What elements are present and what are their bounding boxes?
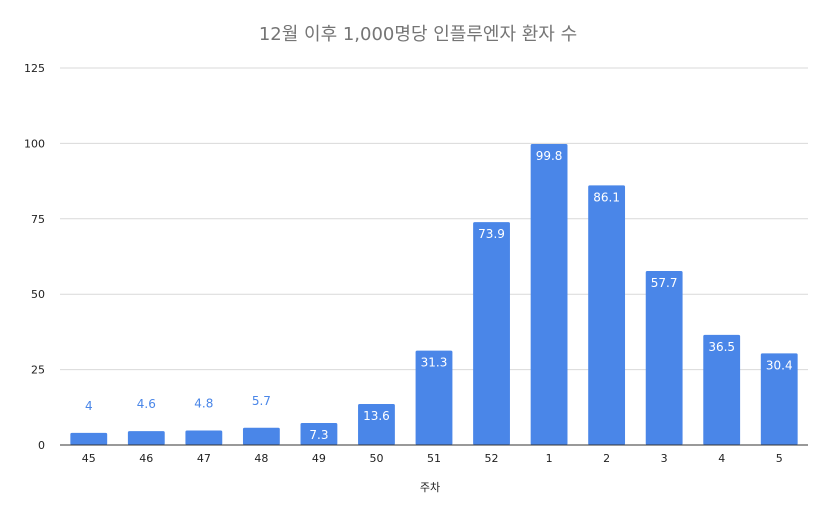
- x-tick-label: 4: [718, 452, 725, 465]
- y-axis-ticks: 0 25 50 75 100 125: [24, 62, 45, 452]
- bars: 4 4.6 4.8 5.7 7.3 13.6 31.3 73.9 99.8 86.1 57.7 36.…: [70, 144, 798, 446]
- x-tick-label: 3: [661, 452, 668, 465]
- x-tick-label: 47: [197, 452, 211, 465]
- bar-value-label: 4.6: [137, 397, 156, 411]
- bar: [242, 427, 280, 445]
- bar: [473, 222, 510, 445]
- x-axis-label: 주차: [420, 481, 440, 494]
- bar-value-label: 36.5: [708, 340, 735, 354]
- bar: [588, 185, 626, 446]
- bar: [645, 270, 683, 445]
- bar: [70, 432, 108, 445]
- bar: [760, 353, 798, 445]
- bar-value-label: 4: [85, 399, 93, 413]
- bar-value-label: 86.1: [593, 190, 620, 204]
- x-tick-label: 52: [485, 452, 499, 465]
- bar-value-label: 13.6: [363, 409, 390, 423]
- x-tick-label: 2: [603, 452, 610, 465]
- bar-value-label: 31.3: [421, 356, 448, 370]
- bar: [530, 144, 568, 445]
- y-tick-label: 75: [31, 213, 45, 226]
- x-tick-label: 50: [369, 452, 383, 465]
- x-tick-label: 51: [427, 452, 441, 465]
- bar: [358, 403, 395, 445]
- bar-value-label: 7.3: [309, 428, 328, 442]
- bar: [415, 350, 453, 445]
- x-tick-label: 46: [139, 452, 153, 465]
- y-tick-label: 50: [31, 288, 45, 301]
- gridlines: [60, 67, 808, 371]
- bar-value-label: 73.9: [478, 227, 505, 241]
- bar-value-label: 99.8: [536, 149, 563, 163]
- bar: [703, 334, 741, 445]
- bar-value-label: 30.4: [766, 358, 793, 372]
- bar-value-label: 5.7: [252, 394, 271, 408]
- x-axis-ticks: 45 46 47 48 49 50 51 52 1 2 3 4 5: [82, 452, 783, 465]
- y-tick-label: 100: [24, 137, 45, 150]
- x-tick-label: 45: [82, 452, 96, 465]
- chart-title: 12월 이후 1,000명당 인플루엔자 환자 수: [259, 24, 577, 45]
- x-tick-label: 48: [254, 452, 268, 465]
- x-tick-label: 5: [776, 452, 783, 465]
- bar: [127, 431, 165, 445]
- y-tick-label: 25: [31, 364, 45, 377]
- y-tick-label: 125: [24, 62, 45, 75]
- x-tick-label: 49: [312, 452, 326, 465]
- x-tick-label: 1: [546, 452, 553, 465]
- bar: [185, 430, 223, 445]
- bar-value-label: 4.8: [194, 397, 213, 411]
- y-tick-label: 0: [38, 439, 45, 452]
- bar-value-label: 57.7: [651, 276, 678, 290]
- bar: [300, 422, 338, 445]
